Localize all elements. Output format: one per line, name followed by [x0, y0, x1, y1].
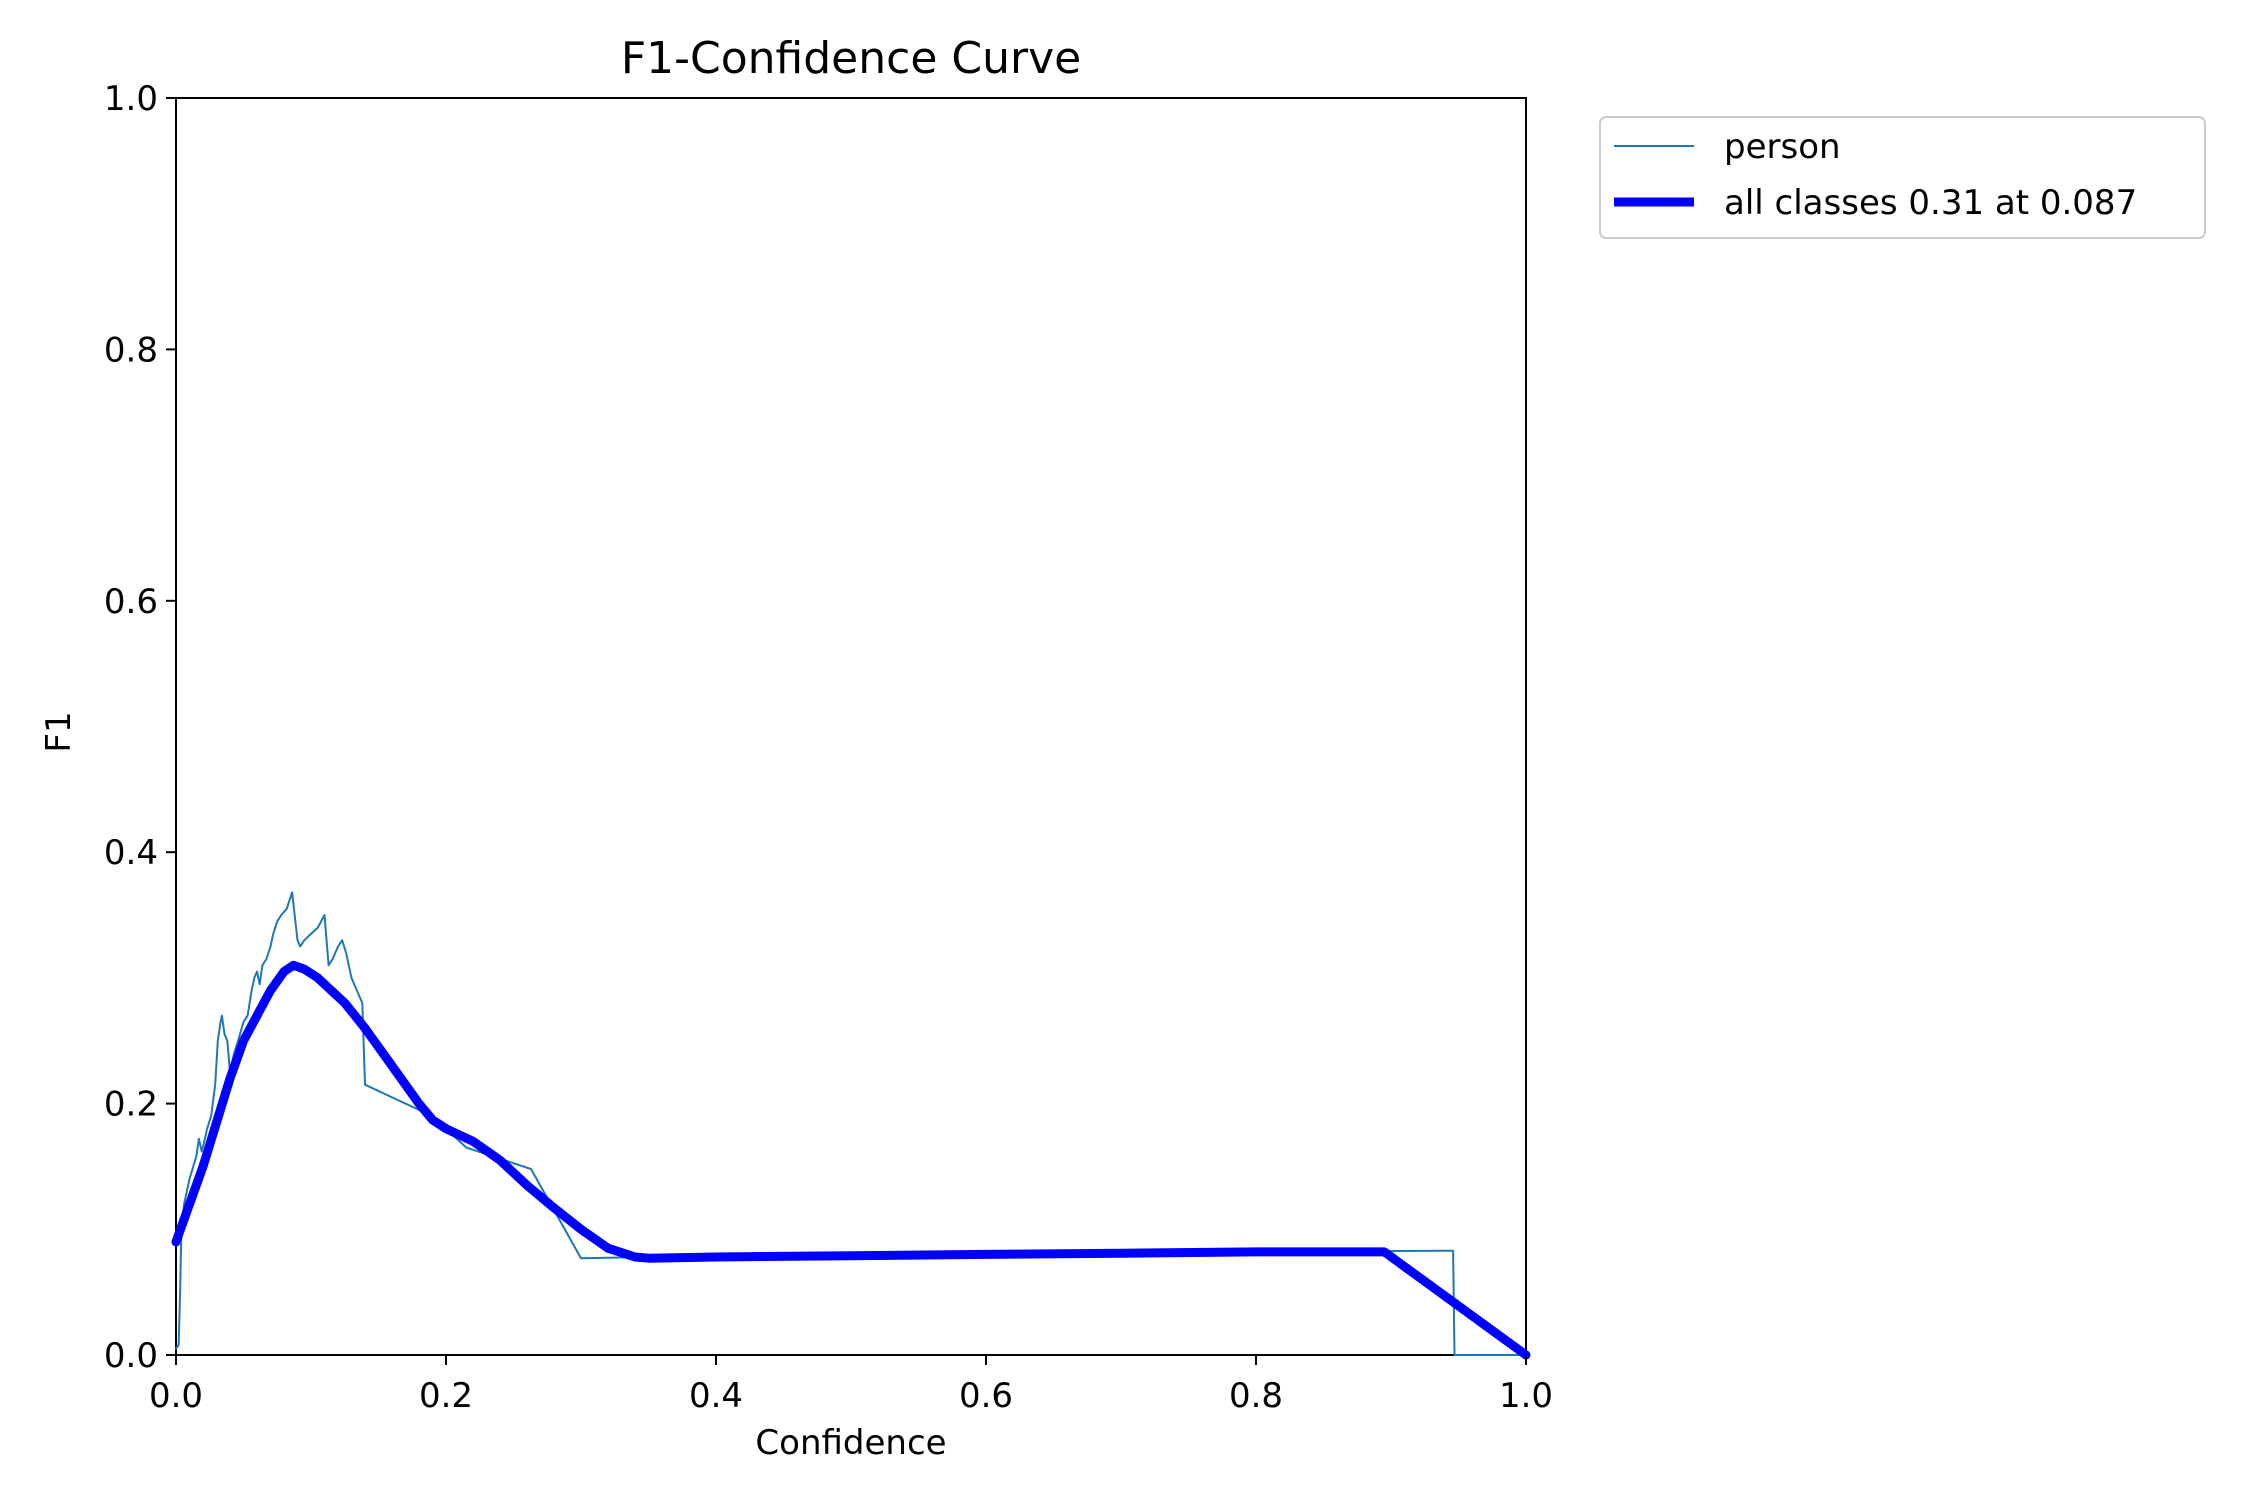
x-axis-label: Confidence	[755, 1423, 946, 1463]
y-axis-label: F1	[39, 711, 79, 752]
x-tick-label: 1.0	[1499, 1376, 1553, 1416]
y-tick-label: 0.8	[104, 330, 158, 370]
legend-label-all-classes: all classes 0.31 at 0.087	[1724, 183, 2137, 223]
legend: person all classes 0.31 at 0.087	[1599, 116, 2206, 239]
series-layer	[171, 891, 1531, 1360]
y-tick-label: 0.0	[104, 1336, 158, 1376]
x-tick-label: 0.8	[1229, 1376, 1283, 1416]
x-tick-label: 0.6	[959, 1376, 1013, 1416]
y-tick-label: 0.4	[104, 833, 158, 873]
x-tick-label: 0.0	[149, 1376, 203, 1416]
y-axis: 0.0 0.2 0.4 0.6 0.8 1.0	[104, 79, 176, 1376]
plot-area	[171, 97, 1531, 1360]
legend-box	[1599, 116, 2206, 239]
y-tick-label: 0.6	[104, 582, 158, 622]
series-line-person	[175, 891, 1527, 1356]
x-tick-label: 0.4	[689, 1376, 743, 1416]
y-tick-label: 0.2	[104, 1085, 158, 1125]
plot-frame	[175, 97, 1527, 1356]
chart-title: F1-Confidence Curve	[621, 33, 1081, 84]
legend-label-person: person	[1724, 127, 1841, 167]
y-tick-label: 1.0	[104, 79, 158, 119]
x-axis: 0.0 0.2 0.4 0.6 0.8 1.0	[149, 1355, 1553, 1416]
x-tick-label: 0.2	[419, 1376, 473, 1416]
series-line-all-classes	[171, 960, 1531, 1360]
